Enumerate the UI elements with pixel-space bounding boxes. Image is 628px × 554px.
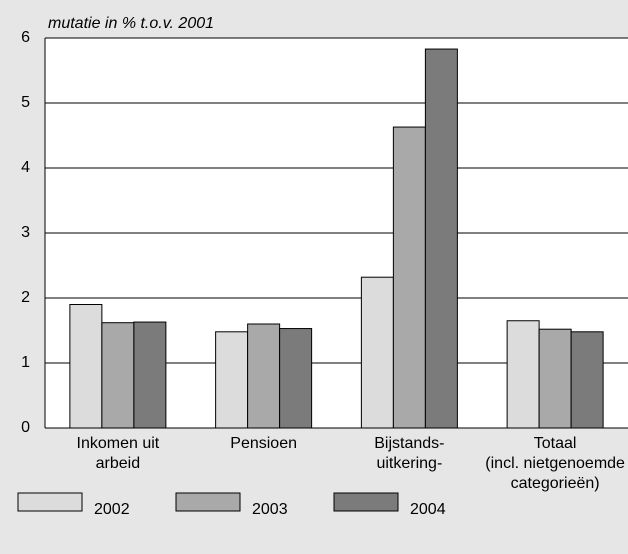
legend-label: 2004	[410, 501, 446, 518]
y-tick-label: 1	[21, 354, 30, 371]
bar	[279, 328, 313, 429]
bar	[215, 331, 249, 429]
bar	[247, 323, 281, 429]
x-tick-label: Inkomen uit	[77, 435, 160, 452]
x-tick-label: Totaal	[534, 435, 577, 452]
bar	[570, 331, 604, 429]
legend-label: 2002	[94, 501, 130, 518]
y-tick-label: 0	[21, 419, 30, 436]
x-tick-label: (incl. nietgenoemde	[485, 455, 625, 472]
y-axis-label: mutatie in % t.o.v. 2001	[48, 15, 214, 32]
bar	[506, 320, 540, 429]
x-tick-label: uitkering-	[376, 455, 442, 472]
x-tick-label: arbeid	[96, 455, 140, 472]
bar	[101, 322, 135, 429]
bar	[69, 304, 103, 429]
y-tick-label: 5	[21, 94, 30, 111]
legend-swatch	[333, 492, 399, 512]
bar	[424, 48, 458, 429]
bar	[133, 321, 167, 429]
y-tick-label: 4	[21, 159, 30, 176]
bar	[360, 276, 394, 429]
y-tick-label: 3	[21, 224, 30, 241]
x-tick-label: categorieën)	[511, 475, 600, 492]
y-tick-label: 6	[21, 29, 30, 46]
legend-swatch	[17, 492, 83, 512]
bar	[538, 328, 572, 429]
y-tick-label: 2	[21, 289, 30, 306]
legend-swatch	[175, 492, 241, 512]
x-tick-label: Pensioen	[230, 435, 297, 452]
x-tick-label: Bijstands-	[374, 435, 444, 452]
bar	[392, 126, 426, 429]
legend-label: 2003	[252, 501, 288, 518]
